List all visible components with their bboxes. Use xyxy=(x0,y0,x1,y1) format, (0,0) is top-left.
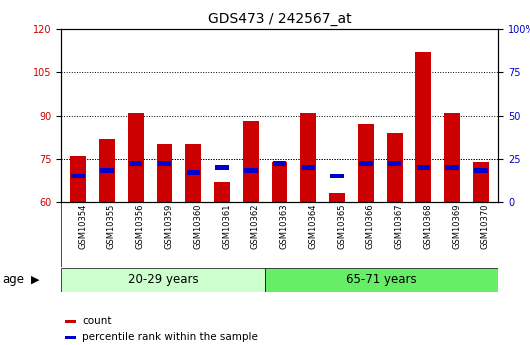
Bar xyxy=(128,113,144,202)
Bar xyxy=(359,161,373,166)
Bar xyxy=(214,182,230,202)
Text: GSM10363: GSM10363 xyxy=(280,204,288,249)
Bar xyxy=(330,174,344,178)
Text: GSM10366: GSM10366 xyxy=(366,204,375,249)
Bar xyxy=(473,161,489,202)
Bar xyxy=(444,113,460,202)
Text: GSM10356: GSM10356 xyxy=(136,204,145,249)
Bar xyxy=(72,174,85,178)
Bar xyxy=(474,168,488,173)
Text: age: age xyxy=(3,273,25,286)
Bar xyxy=(302,165,315,170)
Text: 65-71 years: 65-71 years xyxy=(346,273,417,286)
Bar xyxy=(243,121,259,202)
Text: GSM10361: GSM10361 xyxy=(222,204,231,249)
Bar xyxy=(100,168,114,173)
Text: percentile rank within the sample: percentile rank within the sample xyxy=(82,332,258,342)
Bar xyxy=(388,161,401,166)
Bar xyxy=(244,168,258,173)
Bar xyxy=(329,193,345,202)
Text: 20-29 years: 20-29 years xyxy=(128,273,198,286)
Bar xyxy=(65,336,76,339)
Bar xyxy=(265,268,498,292)
Text: count: count xyxy=(82,316,111,326)
Text: GSM10370: GSM10370 xyxy=(481,204,490,249)
Text: GSM10359: GSM10359 xyxy=(164,204,173,249)
Text: GDS473 / 242567_at: GDS473 / 242567_at xyxy=(208,12,351,26)
Bar xyxy=(186,144,201,202)
Bar xyxy=(187,170,200,175)
Bar xyxy=(215,165,229,170)
Bar xyxy=(417,165,430,170)
Text: GSM10354: GSM10354 xyxy=(78,204,87,249)
Bar xyxy=(416,52,431,202)
Bar xyxy=(129,161,143,166)
Text: GSM10355: GSM10355 xyxy=(107,204,116,249)
Bar xyxy=(358,124,374,202)
Bar xyxy=(272,161,287,202)
Bar xyxy=(158,161,171,166)
Bar xyxy=(387,133,403,202)
Text: GSM10365: GSM10365 xyxy=(337,204,346,249)
Bar xyxy=(301,113,316,202)
Bar xyxy=(99,139,115,202)
Text: GSM10362: GSM10362 xyxy=(251,204,260,249)
Bar xyxy=(445,165,459,170)
Text: GSM10367: GSM10367 xyxy=(395,204,404,249)
Text: GSM10360: GSM10360 xyxy=(193,204,202,249)
Bar xyxy=(70,156,86,202)
Text: GSM10369: GSM10369 xyxy=(452,204,461,249)
Text: ▶: ▶ xyxy=(31,275,39,285)
Bar xyxy=(61,268,265,292)
Bar xyxy=(156,144,172,202)
Text: GSM10364: GSM10364 xyxy=(308,204,317,249)
Bar xyxy=(273,161,286,166)
Text: GSM10368: GSM10368 xyxy=(423,204,432,249)
Bar xyxy=(65,321,76,323)
